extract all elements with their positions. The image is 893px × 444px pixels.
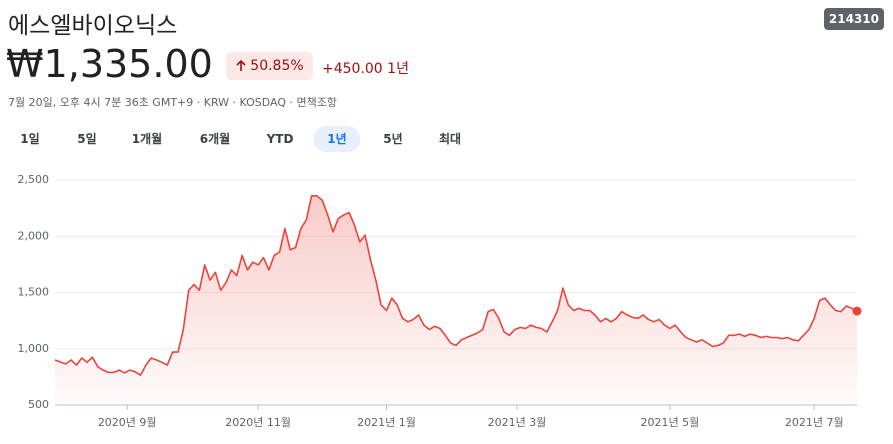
change: +450.00 1년	[322, 58, 409, 78]
range-tab[interactable]: 5년	[383, 132, 403, 146]
price: ₩1,335.00	[6, 42, 213, 86]
up-arrow	[236, 60, 246, 71]
change-percent: 50.85%	[250, 58, 304, 74]
x-tick-label: 2021년 7월	[785, 416, 844, 429]
y-tick-label: 2,500	[18, 173, 50, 186]
x-tick-label: 2021년 3월	[488, 416, 547, 429]
y-tick-label: 1,500	[18, 286, 50, 299]
price-line	[54, 195, 858, 376]
last-point	[852, 306, 862, 316]
y-tick-label: 1,000	[18, 342, 50, 355]
area-fill	[55, 195, 857, 405]
change-period: 1년	[387, 61, 409, 77]
stock-name: 에스엘바이오닉스	[8, 13, 178, 39]
y-tick-label: 2,000	[18, 229, 50, 242]
range-tab[interactable]: 6개월	[199, 132, 231, 146]
x-tick-label: 2020년 9월	[98, 416, 157, 429]
quote-meta: 7월 20일, 오후 4시 7분 36초 GMT+9 · KRW · KOSDA…	[8, 96, 338, 109]
range-tab[interactable]: 5일	[77, 132, 97, 146]
x-tick-label: 2021년 5월	[640, 416, 699, 429]
x-tick-label: 2021년 1월	[357, 416, 416, 429]
range-tab[interactable]: YTD	[266, 132, 294, 146]
ticker-badge: 214310	[823, 8, 884, 30]
range-tab[interactable]: 1일	[20, 132, 40, 146]
y-tick-label: 500	[28, 398, 49, 411]
change-value: +450.00	[322, 61, 383, 77]
range-tab[interactable]: 1개월	[131, 132, 163, 146]
x-tick-label: 2020년 11월	[225, 416, 291, 429]
range-tab[interactable]: 최대	[438, 132, 462, 146]
change-badge: 50.85%	[226, 52, 313, 80]
range-tab[interactable]: 1년	[313, 126, 361, 152]
